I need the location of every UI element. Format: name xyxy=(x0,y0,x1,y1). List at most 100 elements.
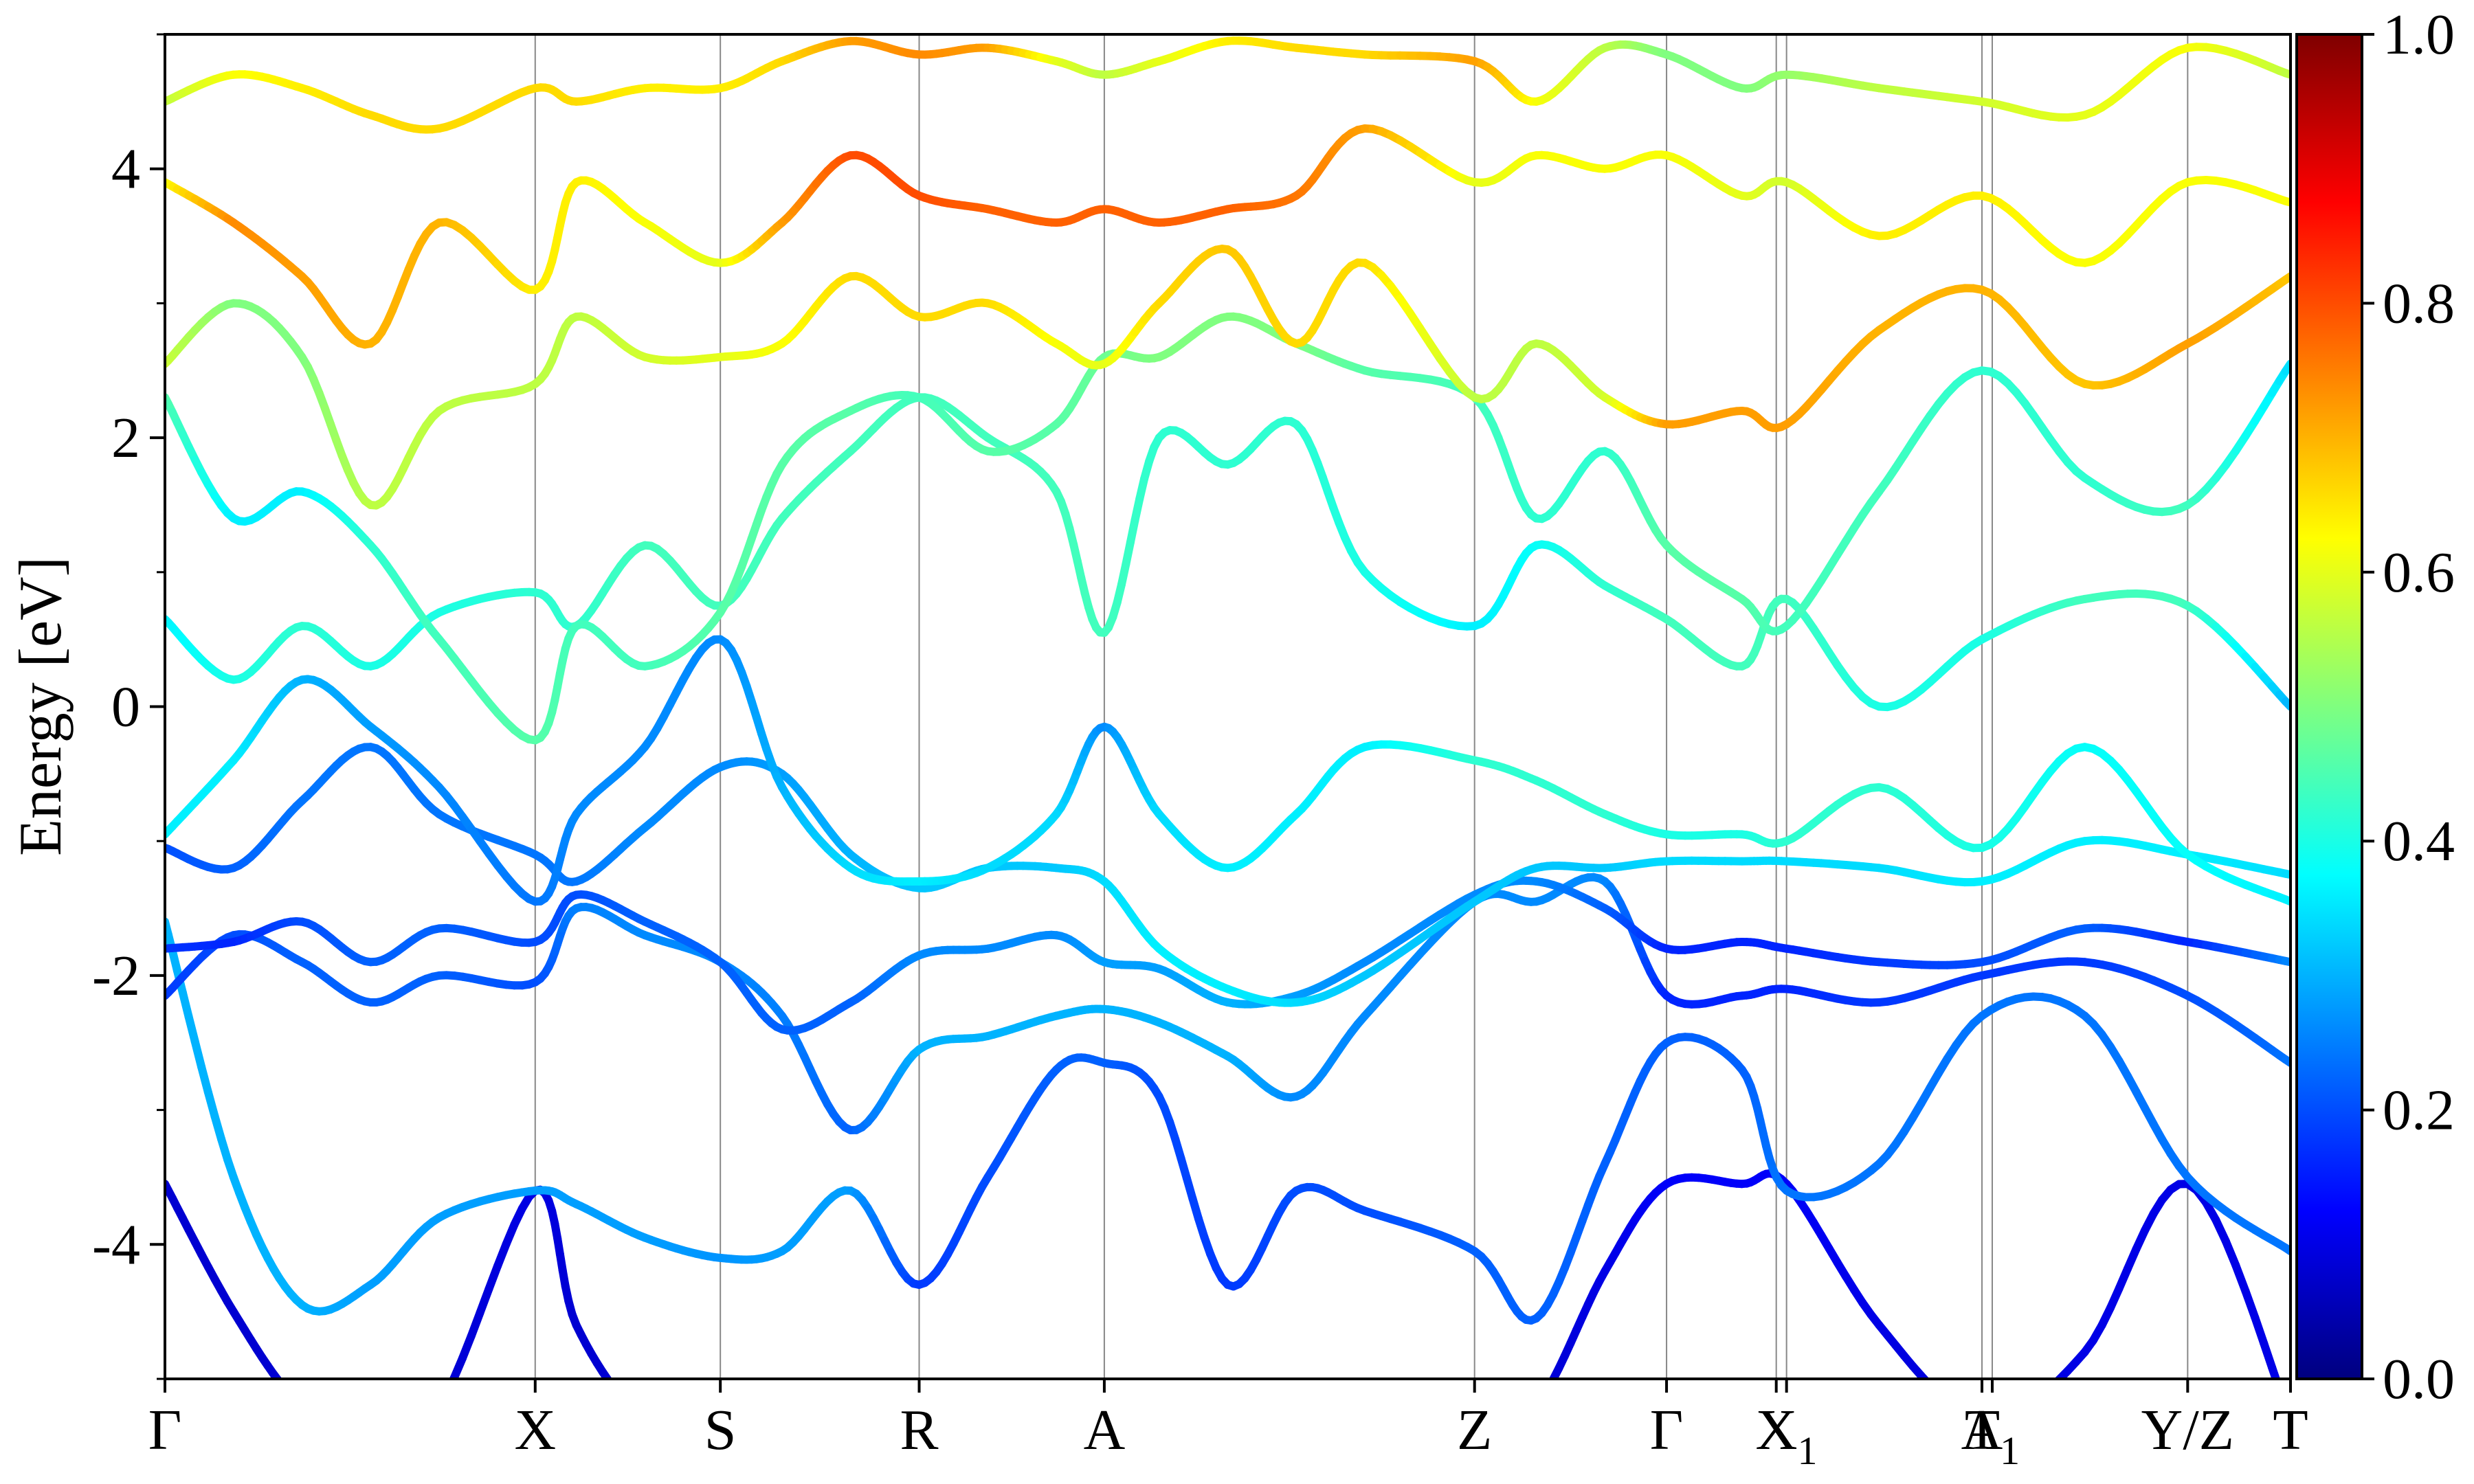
colorbar: 0.0 0.2 0.4 0.6 0.8 1.0 xyxy=(2295,3,2455,1411)
band-0-segment xyxy=(614,1389,621,1396)
k-point-dividers xyxy=(534,34,2189,1379)
band-9 xyxy=(165,124,2291,349)
band-0-segment xyxy=(377,1419,382,1421)
band-0-segment xyxy=(432,1406,439,1414)
band-0-segment xyxy=(302,1406,308,1410)
band-0-segment xyxy=(484,1261,502,1294)
band-0-segment xyxy=(387,1422,392,1424)
band-0-segment xyxy=(627,1404,633,1410)
colorbar-label-1: 0.2 xyxy=(2383,1079,2455,1143)
band-0-segment xyxy=(1917,1371,1930,1379)
band-0-segment xyxy=(398,1426,403,1427)
band-0-segment xyxy=(1537,1399,1542,1406)
k-point-label-9: A xyxy=(1961,1398,2003,1462)
band-0-segment xyxy=(414,1424,420,1426)
band-0-segment xyxy=(2241,1287,2260,1322)
band-0-segment xyxy=(1930,1385,1939,1394)
band-0-segment xyxy=(320,1415,325,1417)
band-1 xyxy=(165,917,2291,1325)
band-0-segment xyxy=(1548,1375,1557,1379)
band-0-segment xyxy=(1948,1402,1957,1408)
band-0-segment xyxy=(392,1424,398,1426)
k-point-label-6: Γ xyxy=(1650,1398,1684,1462)
band-1-segment xyxy=(190,1037,206,1071)
k-point-label-8: X1 xyxy=(1756,1398,1818,1473)
band-0-segment xyxy=(696,1421,702,1423)
band-4 xyxy=(165,743,2291,1007)
plot-frame xyxy=(164,33,2292,1380)
colorbar-label-3: 0.6 xyxy=(2383,541,2455,605)
k-point-label-10: T1 xyxy=(1965,1398,2020,1473)
band-0-segment xyxy=(633,1410,639,1415)
band-5 xyxy=(165,635,2291,906)
band-0-segment xyxy=(296,1401,302,1406)
band-0-segment xyxy=(2025,1402,2033,1408)
band-0-segment xyxy=(683,1424,690,1426)
y-tick-label-1: -2 xyxy=(92,944,140,1008)
k-point-label-4: A xyxy=(1084,1398,1126,1462)
band-0-segment xyxy=(1531,1406,1537,1411)
colorbar-label-0: 0.0 xyxy=(2383,1347,2455,1411)
band-0-segment xyxy=(2007,1413,2016,1416)
band-0-segment xyxy=(1542,1390,1548,1399)
band-0-segment xyxy=(1498,1420,1503,1421)
k-point-label-3: R xyxy=(900,1398,939,1462)
band-0-segment xyxy=(285,1389,291,1395)
band-0-segment xyxy=(2221,1237,2240,1270)
band-1-segment xyxy=(197,1062,212,1097)
band-0-segment xyxy=(689,1423,695,1424)
k-point-label-12: T xyxy=(2273,1398,2308,1462)
band-0-segment xyxy=(2033,1395,2042,1402)
y-axis-ticks: -4 -2 0 2 4 xyxy=(92,33,165,1380)
band-0-segment xyxy=(420,1420,426,1424)
band-6 xyxy=(165,393,2291,712)
k-point-label-7: X xyxy=(1755,1398,1797,1462)
k-point-label-1: X xyxy=(514,1398,556,1462)
band-lines xyxy=(165,36,2291,1427)
x-axis-ticks: Γ X S R A Z Γ XX1 AT1 Y/Z T xyxy=(148,1379,2308,1473)
band-0-segment xyxy=(2042,1388,2051,1395)
y-axis-label: Energy [eV] xyxy=(8,556,74,856)
band-0-segment xyxy=(439,1394,447,1406)
band-0-segment xyxy=(645,1419,651,1423)
band-0-segment xyxy=(651,1423,657,1425)
band-0-segment xyxy=(657,1425,663,1426)
band-10 xyxy=(165,36,2291,134)
band-0-segment xyxy=(291,1395,296,1401)
band-0-segment xyxy=(2016,1408,2025,1413)
band-0-segment xyxy=(325,1417,331,1419)
band-0-segment xyxy=(604,1376,613,1379)
band-0-segment xyxy=(1526,1411,1531,1415)
band-0-segment xyxy=(467,1308,484,1340)
y-tick-label-4: 4 xyxy=(111,137,140,201)
band-0-segment xyxy=(1522,1415,1526,1418)
y-tick-label-2: 0 xyxy=(111,675,140,739)
band-0-segment xyxy=(308,1410,313,1413)
band-0-segment xyxy=(598,1367,612,1379)
band-0-segment xyxy=(1939,1394,1948,1402)
k-point-label-0: Γ xyxy=(148,1398,182,1462)
band-0-segment xyxy=(370,1419,376,1420)
band-0-segment xyxy=(382,1421,388,1422)
band-0-segment xyxy=(409,1426,414,1427)
band-0-segment xyxy=(276,1378,282,1379)
band-0-segment xyxy=(1493,1419,1499,1420)
band-8 xyxy=(165,245,2291,510)
band-0-segment xyxy=(677,1425,683,1426)
band-3 xyxy=(165,876,2291,1035)
band-0-segment xyxy=(313,1413,319,1416)
band-0-segment xyxy=(2053,1375,2064,1379)
y-tick-label-3: 2 xyxy=(111,406,140,470)
band-0 xyxy=(165,1169,2281,1427)
band-0-segment xyxy=(476,1285,493,1317)
band-1-segment xyxy=(203,1088,219,1121)
band-0-segment xyxy=(426,1414,432,1420)
band-0-segment xyxy=(1517,1418,1522,1420)
colorbar-label-5: 1.0 xyxy=(2383,3,2455,67)
band-0-segment xyxy=(336,1419,342,1420)
colorbar-label-4: 0.8 xyxy=(2383,271,2455,335)
k-point-label-5: Z xyxy=(1457,1398,1492,1462)
k-point-label-11: Y/Z xyxy=(2141,1398,2234,1462)
colorbar-label-2: 0.4 xyxy=(2383,809,2455,873)
